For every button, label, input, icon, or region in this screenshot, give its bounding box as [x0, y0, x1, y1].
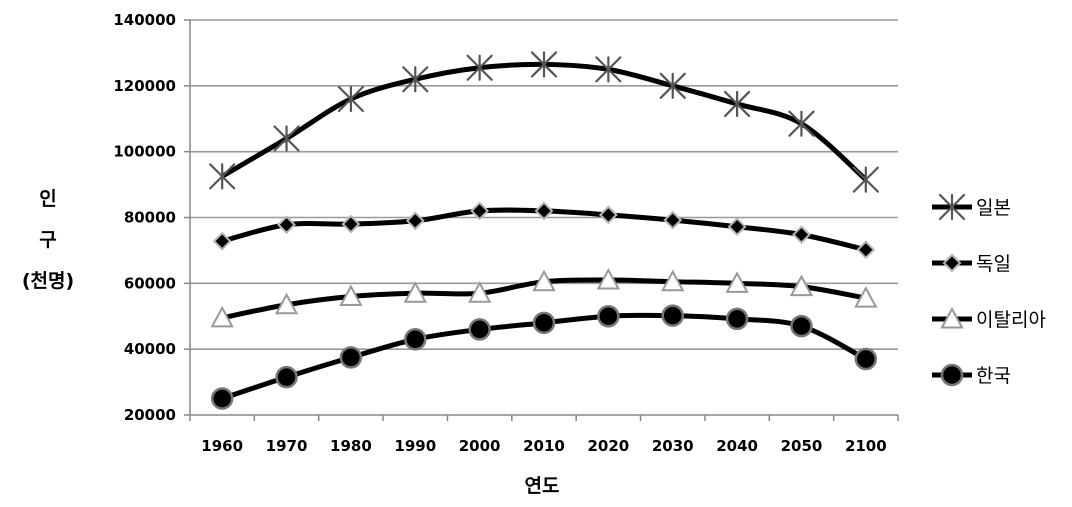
point-3-1970: [275, 365, 298, 389]
point-3-1980: [339, 346, 363, 369]
y-axis-title-line-2: 구: [39, 229, 56, 251]
y-tick-label-20000: 20000: [124, 406, 176, 424]
series-layer: [209, 51, 879, 410]
x-tick-label-2050: 2050: [781, 437, 823, 455]
point-3-2020: [597, 305, 620, 328]
x-tick-label-2020: 2020: [587, 437, 629, 455]
point-2-2020: [596, 267, 621, 290]
point-1-2040: [727, 217, 747, 237]
x-tick-label-2010: 2010: [523, 437, 565, 455]
point-3-1960: [210, 387, 234, 410]
y-tick-label-100000: 100000: [113, 143, 176, 161]
point-3-2000: [468, 318, 491, 341]
point-2-2030: [661, 269, 685, 292]
point-1-2050: [792, 225, 811, 245]
point-0-1990: [402, 66, 429, 93]
point-2-2010: [532, 269, 556, 292]
legend-item-1: 독일: [932, 253, 1011, 275]
point-0-2100: [852, 166, 879, 193]
series-line-0: [220, 61, 868, 182]
x-tick-label-2040: 2040: [716, 437, 758, 455]
point-0-2000: [466, 54, 493, 81]
x-tick-label-1970: 1970: [266, 437, 308, 455]
legend-marker-2: [940, 306, 964, 329]
series-2: [210, 267, 878, 328]
point-2-2100: [854, 286, 878, 308]
y-tick-label-140000: 140000: [113, 11, 176, 29]
legend-marker-0: [938, 193, 966, 221]
point-0-2010: [530, 51, 558, 78]
point-2-1970: [274, 292, 299, 315]
point-2-1960: [210, 305, 234, 328]
legend-marker-1: [942, 253, 962, 273]
point-3-1990: [404, 328, 427, 351]
series-1: [212, 201, 876, 260]
point-3-2010: [532, 311, 556, 335]
point-1-2100: [856, 240, 876, 260]
point-0-2030: [659, 72, 686, 99]
point-1-1960: [212, 231, 232, 251]
point-1-2030: [663, 210, 683, 230]
x-tick-label-1960: 1960: [201, 437, 243, 455]
y-tick-label-40000: 40000: [124, 340, 176, 358]
y-axis-title-line-1: 인: [39, 188, 56, 210]
legend-label-1: 독일: [976, 253, 1011, 275]
point-0-2050: [788, 110, 815, 137]
y-tick-label-80000: 80000: [124, 209, 176, 227]
series-0: [209, 51, 879, 193]
point-2-1980: [339, 284, 363, 306]
point-1-1980: [341, 214, 361, 234]
point-3-2030: [661, 304, 684, 327]
x-tick-label-2000: 2000: [459, 437, 501, 455]
x-tick-label-2100: 2100: [845, 437, 887, 455]
point-1-2020: [598, 205, 618, 225]
legend-label-2: 이탈리아: [976, 309, 1046, 331]
point-0-2040: [723, 90, 751, 118]
point-1-2000: [470, 201, 490, 221]
point-1-2010: [534, 201, 554, 221]
x-tick-label-2030: 2030: [652, 437, 694, 455]
series-3: [210, 304, 878, 410]
point-2-1990: [403, 281, 427, 303]
point-0-1970: [273, 125, 300, 152]
x-tick-label-1990: 1990: [394, 437, 436, 455]
point-3-2050: [790, 314, 813, 338]
point-0-1980: [337, 85, 365, 113]
point-0-2020: [595, 56, 622, 83]
point-3-2100: [854, 347, 878, 371]
tick-labels: 20000 40000 60000 80000 100000 120000 140000 19…: [113, 11, 886, 455]
y-axis-title-line-3: (천명): [22, 270, 74, 292]
legend-item-3: 한국: [932, 363, 1011, 387]
point-2-2000: [467, 281, 492, 303]
point-0-1960: [209, 163, 236, 190]
point-2-2050: [789, 274, 814, 297]
y-tick-label-60000: 60000: [124, 274, 176, 292]
x-axis-title: 연도: [525, 475, 560, 497]
point-1-1990: [405, 211, 425, 231]
point-2-2040: [725, 271, 749, 293]
legend-label-3: 한국: [976, 365, 1011, 387]
legend-label-0: 일본: [976, 197, 1011, 219]
x-tick-label-1980: 1980: [330, 437, 372, 455]
point-3-2040: [725, 307, 749, 331]
axes: [184, 19, 899, 421]
legend-item-0: 일본: [932, 193, 1011, 221]
point-1-1970: [277, 215, 296, 235]
legend-item-2: 이탈리아: [932, 306, 1046, 331]
y-tick-label-120000: 120000: [113, 77, 176, 95]
legend-marker-3: [940, 363, 964, 387]
